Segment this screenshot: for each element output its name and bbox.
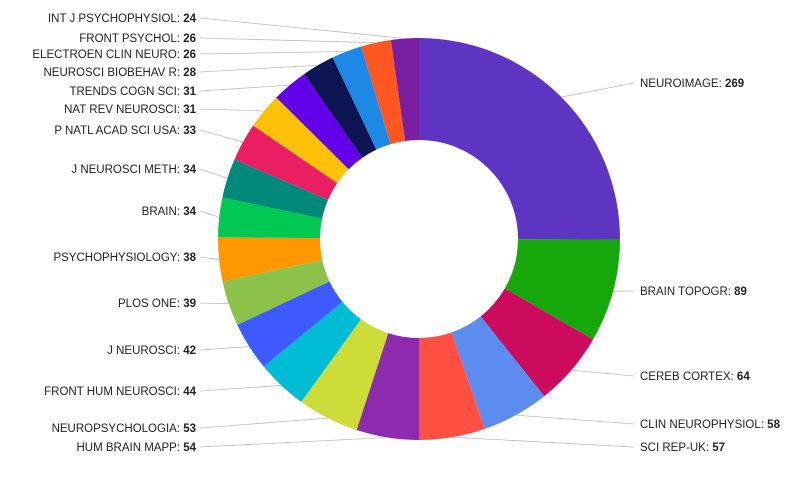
- slice-label-value: 34: [183, 206, 196, 218]
- slice-label-value: 89: [734, 286, 747, 298]
- leader-line: [200, 437, 387, 447]
- slice-label: FRONT PSYCHOL: 26: [79, 33, 196, 45]
- slice-label-name: BRAIN:: [142, 206, 184, 218]
- slice-label: INT J PSYCHOPHYSIOL: 24: [48, 13, 197, 25]
- slice-label: CLIN NEUROPHYSIOL: 58: [640, 419, 781, 431]
- slice-label-value: 26: [183, 49, 196, 61]
- leader-line: [200, 109, 264, 111]
- slice-label: BRAIN TOPOGR: 89: [640, 286, 747, 298]
- slice-label-value: 53: [183, 423, 196, 435]
- slice-label-value: 57: [712, 442, 725, 454]
- leader-line: [200, 211, 219, 217]
- leader-line: [200, 18, 405, 38]
- slice-label-name: FRONT PSYCHOL:: [79, 33, 183, 45]
- slice-label-name: ELECTROEN CLIN NEURO:: [32, 49, 183, 61]
- slice-label-value: 38: [183, 252, 196, 264]
- slice-label: HUM BRAIN MAPP: 54: [76, 442, 196, 454]
- slice-label: FRONT HUM NEUROSCI: 44: [44, 386, 196, 398]
- slice-label: SCI REP-UK: 57: [640, 442, 725, 454]
- slice-label: BRAIN: 34: [142, 206, 197, 218]
- slice-label: NEUROIMAGE: 269: [640, 78, 744, 90]
- leader-line: [200, 51, 347, 54]
- leader-line: [200, 303, 229, 304]
- leader-line: [200, 418, 328, 428]
- leader-line: [200, 65, 318, 72]
- slice-label: CEREB CORTEX: 64: [640, 371, 750, 383]
- slice-label-value: 31: [183, 104, 196, 116]
- slice-label-name: SCI REP-UK:: [640, 442, 712, 454]
- slice-label-value: 58: [767, 419, 780, 431]
- slice-label: J NEUROSCI METH: 34: [71, 164, 196, 176]
- leader-line: [200, 257, 219, 260]
- leader-line: [200, 130, 243, 142]
- slice-label: NAT REV NEUROSCI: 31: [64, 104, 196, 116]
- slice-label-name: J NEUROSCI:: [107, 345, 183, 357]
- slice-label-name: NEUROIMAGE:: [640, 78, 725, 90]
- slice-label: J NEUROSCI: 42: [107, 345, 196, 357]
- slice-label-name: NAT REV NEUROSCI:: [64, 104, 183, 116]
- slice-label: PLOS ONE: 39: [118, 298, 196, 310]
- slice-label-name: FRONT HUM NEUROSCI:: [44, 386, 183, 398]
- slice-label-name: P NATL ACAD SCI USA:: [54, 125, 183, 137]
- leader-line: [571, 370, 634, 376]
- slice-label-value: 39: [183, 298, 196, 310]
- slice-label: P NATL ACAD SCI USA: 33: [54, 125, 196, 137]
- slice-label-value: 31: [183, 86, 196, 98]
- slice-label-value: 28: [183, 67, 196, 79]
- slice-label: NEUROSCI BIOBEHAV R: 28: [43, 67, 196, 79]
- leader-line: [516, 415, 634, 424]
- slice-label-name: PSYCHOPHYSIOLOGY:: [53, 252, 183, 264]
- slice-label-name: TRENDS COGN SCI:: [69, 86, 183, 98]
- leader-line: [200, 85, 290, 91]
- slice-label-value: 26: [183, 33, 196, 45]
- slice-label-name: CEREB CORTEX:: [640, 371, 737, 383]
- slice-label-value: 24: [183, 13, 196, 25]
- slice-label-name: PLOS ONE:: [118, 298, 183, 310]
- slice-label-value: 64: [737, 371, 750, 383]
- slice-label-name: BRAIN TOPOGR:: [640, 286, 734, 298]
- slice-label: ELECTROEN CLIN NEURO: 26: [32, 49, 196, 61]
- slices-group: [218, 38, 620, 440]
- slice-label: NEUROPSYCHOLOGIA: 53: [52, 423, 196, 435]
- leader-line: [452, 437, 634, 447]
- slice-label-name: NEUROPSYCHOLOGIA:: [52, 423, 184, 435]
- slice-label: PSYCHOPHYSIOLOGY: 38: [53, 252, 196, 264]
- slice-label-name: J NEUROSCI METH:: [71, 164, 183, 176]
- leader-line: [561, 83, 634, 97]
- slice-label-name: HUM BRAIN MAPP:: [76, 442, 183, 454]
- slice-label-value: 33: [183, 125, 196, 137]
- slice-label-value: 34: [183, 164, 196, 176]
- slice-label-value: 44: [183, 386, 196, 398]
- slice-label-name: INT J PSYCHOPHYSIOL:: [48, 13, 183, 25]
- slice-label-name: NEUROSCI BIOBEHAV R:: [43, 67, 183, 79]
- leader-line: [200, 385, 281, 391]
- leader-line: [200, 38, 376, 43]
- slice-label-name: CLIN NEUROPHYSIOL:: [640, 419, 767, 431]
- slice-label-value: 42: [183, 345, 196, 357]
- slice-label-value: 269: [725, 78, 744, 90]
- leader-line: [200, 347, 249, 350]
- slice-label-value: 54: [183, 442, 196, 454]
- leader-line: [200, 169, 227, 178]
- slice-label: TRENDS COGN SCI: 31: [69, 86, 196, 98]
- slice-neuroimage[interactable]: [419, 38, 620, 240]
